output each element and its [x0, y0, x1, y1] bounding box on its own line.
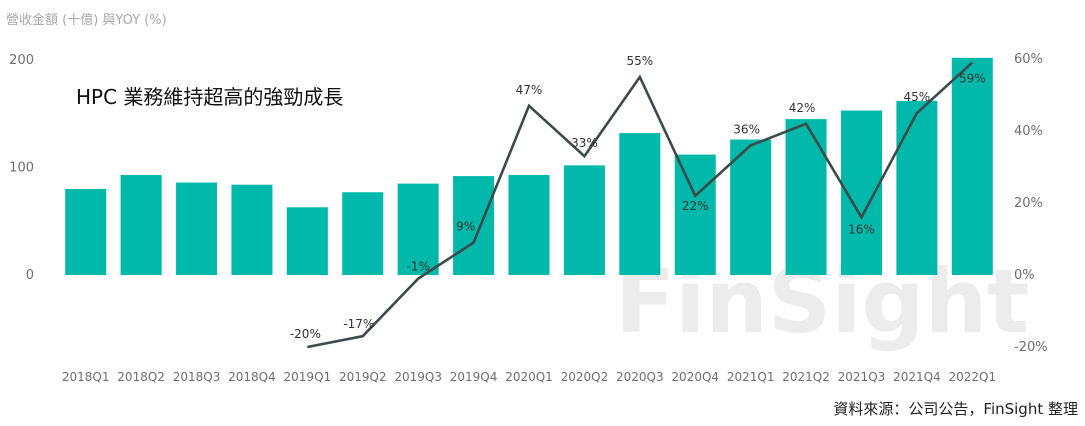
yoy-label: -20% — [290, 327, 321, 341]
category-label: 2018Q4 — [228, 370, 276, 384]
revenue-bar — [508, 175, 550, 275]
category-label: 2021Q1 — [727, 370, 775, 384]
category-label: 2020Q2 — [561, 370, 609, 384]
right-tick-label: 0% — [1014, 268, 1035, 283]
revenue-bar — [785, 119, 827, 275]
category-label: 2019Q1 — [284, 370, 332, 384]
yoy-label: 42% — [789, 101, 816, 115]
category-label: 2019Q4 — [450, 370, 498, 384]
category-label: 2018Q2 — [117, 370, 165, 384]
category-label: 2022Q1 — [948, 370, 996, 384]
revenue-bar — [619, 133, 661, 275]
yoy-label: 36% — [733, 122, 760, 136]
yoy-label: 55% — [626, 54, 653, 68]
yoy-label: 59% — [959, 72, 986, 86]
yoy-label: 45% — [904, 90, 931, 104]
left-axis: 0 100 200 — [9, 53, 34, 283]
revenue-bar — [397, 183, 439, 275]
revenue-bar — [231, 184, 273, 275]
left-tick-label: 200 — [9, 53, 34, 68]
category-label: 2019Q2 — [339, 370, 387, 384]
revenue-bar — [563, 165, 605, 275]
category-label: 2021Q4 — [893, 370, 941, 384]
axis-title: 營收金額 (十億) 與YOY (%) — [6, 12, 167, 28]
revenue-bar — [453, 176, 495, 275]
category-label: 2020Q1 — [505, 370, 553, 384]
revenue-bar — [65, 189, 107, 275]
category-label: 2018Q1 — [62, 370, 110, 384]
category-label: 2020Q4 — [671, 370, 719, 384]
yoy-line — [307, 61, 974, 349]
category-label: 2020Q3 — [616, 370, 664, 384]
source-note: 資料來源：公司公告，FinSight 整理 — [833, 400, 1078, 418]
revenue-bars — [65, 57, 993, 276]
right-tick-label: -20% — [1014, 340, 1048, 355]
category-label: 2021Q2 — [782, 370, 830, 384]
revenue-bar — [951, 57, 993, 275]
yoy-label: -1% — [406, 260, 429, 274]
yoy-label: 16% — [848, 222, 875, 236]
yoy-label: 22% — [682, 199, 709, 213]
revenue-bar — [674, 154, 716, 275]
right-tick-label: 40% — [1014, 124, 1043, 139]
left-tick-label: 100 — [9, 161, 34, 176]
x-axis: 2018Q1 2018Q2 2018Q3 2018Q4 2019Q1 2019Q2 2019… — [62, 370, 996, 384]
yoy-label: 47% — [516, 83, 543, 97]
left-tick-label: 0 — [26, 268, 34, 283]
right-tick-label: 60% — [1014, 52, 1043, 67]
yoy-label: 9% — [456, 220, 475, 234]
revenue-bar — [730, 139, 772, 275]
right-tick-label: 20% — [1014, 196, 1043, 211]
revenue-bar — [286, 207, 328, 275]
category-label: 2021Q3 — [838, 370, 886, 384]
right-axis: -20% 0% 20% 40% 60% — [1014, 52, 1048, 355]
category-label: 2018Q3 — [173, 370, 221, 384]
yoy-label: 33% — [571, 136, 598, 150]
yoy-line-path — [307, 61, 974, 349]
revenue-bar — [342, 192, 384, 275]
yoy-label: -17% — [343, 317, 374, 331]
revenue-bar — [176, 182, 218, 275]
headline-annotation: HPC 業務維持超高的強勁成長 — [76, 85, 343, 109]
category-label: 2019Q3 — [394, 370, 442, 384]
revenue-bar — [120, 175, 162, 275]
revenue-bar — [896, 100, 938, 275]
yoy-labels: -20% -17% -1% 9% 47% 33% 55% 22% 36% 42% 16% 45% 59% — [290, 54, 986, 341]
